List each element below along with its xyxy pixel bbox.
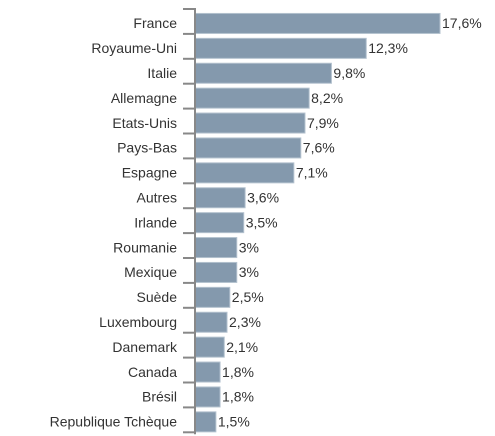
bar xyxy=(194,62,332,84)
bar xyxy=(194,162,295,184)
bar xyxy=(194,311,228,333)
value-label: 2,1% xyxy=(226,339,258,355)
value-label: 9,8% xyxy=(333,65,365,81)
category-label: Roumanie xyxy=(113,239,177,255)
value-label: 7,6% xyxy=(303,140,335,156)
category-label: Luxembourg xyxy=(99,314,177,330)
value-label: 7,1% xyxy=(296,165,328,181)
value-label: 2,5% xyxy=(232,289,264,305)
bar xyxy=(194,286,231,308)
bar xyxy=(194,137,302,159)
category-label: Irlande xyxy=(134,214,177,230)
value-label: 1,5% xyxy=(218,414,250,430)
category-label: Royaume-Uni xyxy=(91,40,177,56)
category-label: Autres xyxy=(137,189,177,205)
value-label: 8,2% xyxy=(311,90,343,106)
category-label: Mexique xyxy=(124,264,177,280)
category-label: Etats-Unis xyxy=(112,115,177,131)
category-label: Danemark xyxy=(112,339,178,355)
category-label: Republique Tchèque xyxy=(50,414,178,430)
category-label: Suède xyxy=(137,289,178,305)
bar xyxy=(194,361,221,383)
bar xyxy=(194,187,246,209)
value-label: 12,3% xyxy=(368,40,408,56)
bar xyxy=(194,112,306,134)
category-label: Canada xyxy=(128,364,177,380)
bar xyxy=(194,37,367,59)
value-label: 3,5% xyxy=(246,214,278,230)
value-label: 7,9% xyxy=(307,115,339,131)
bar xyxy=(194,237,238,259)
bar xyxy=(194,87,310,109)
value-label: 1,8% xyxy=(222,389,254,405)
category-label: Italie xyxy=(147,65,177,81)
value-label: 3,6% xyxy=(247,189,279,205)
category-label: Allemagne xyxy=(111,90,177,106)
category-label: Brésil xyxy=(142,389,177,405)
bar xyxy=(194,12,441,34)
value-label: 1,8% xyxy=(222,364,254,380)
value-label: 2,3% xyxy=(229,314,261,330)
bar xyxy=(194,336,225,358)
bar xyxy=(194,411,217,433)
bar xyxy=(194,261,238,283)
category-label: Espagne xyxy=(122,165,177,181)
bar xyxy=(194,386,221,408)
bar xyxy=(194,212,245,234)
value-label: 3% xyxy=(239,264,259,280)
category-label: Pays-Bas xyxy=(117,140,177,156)
value-label: 3% xyxy=(239,239,259,255)
category-label: France xyxy=(133,15,177,31)
value-label: 17,6% xyxy=(442,15,482,31)
